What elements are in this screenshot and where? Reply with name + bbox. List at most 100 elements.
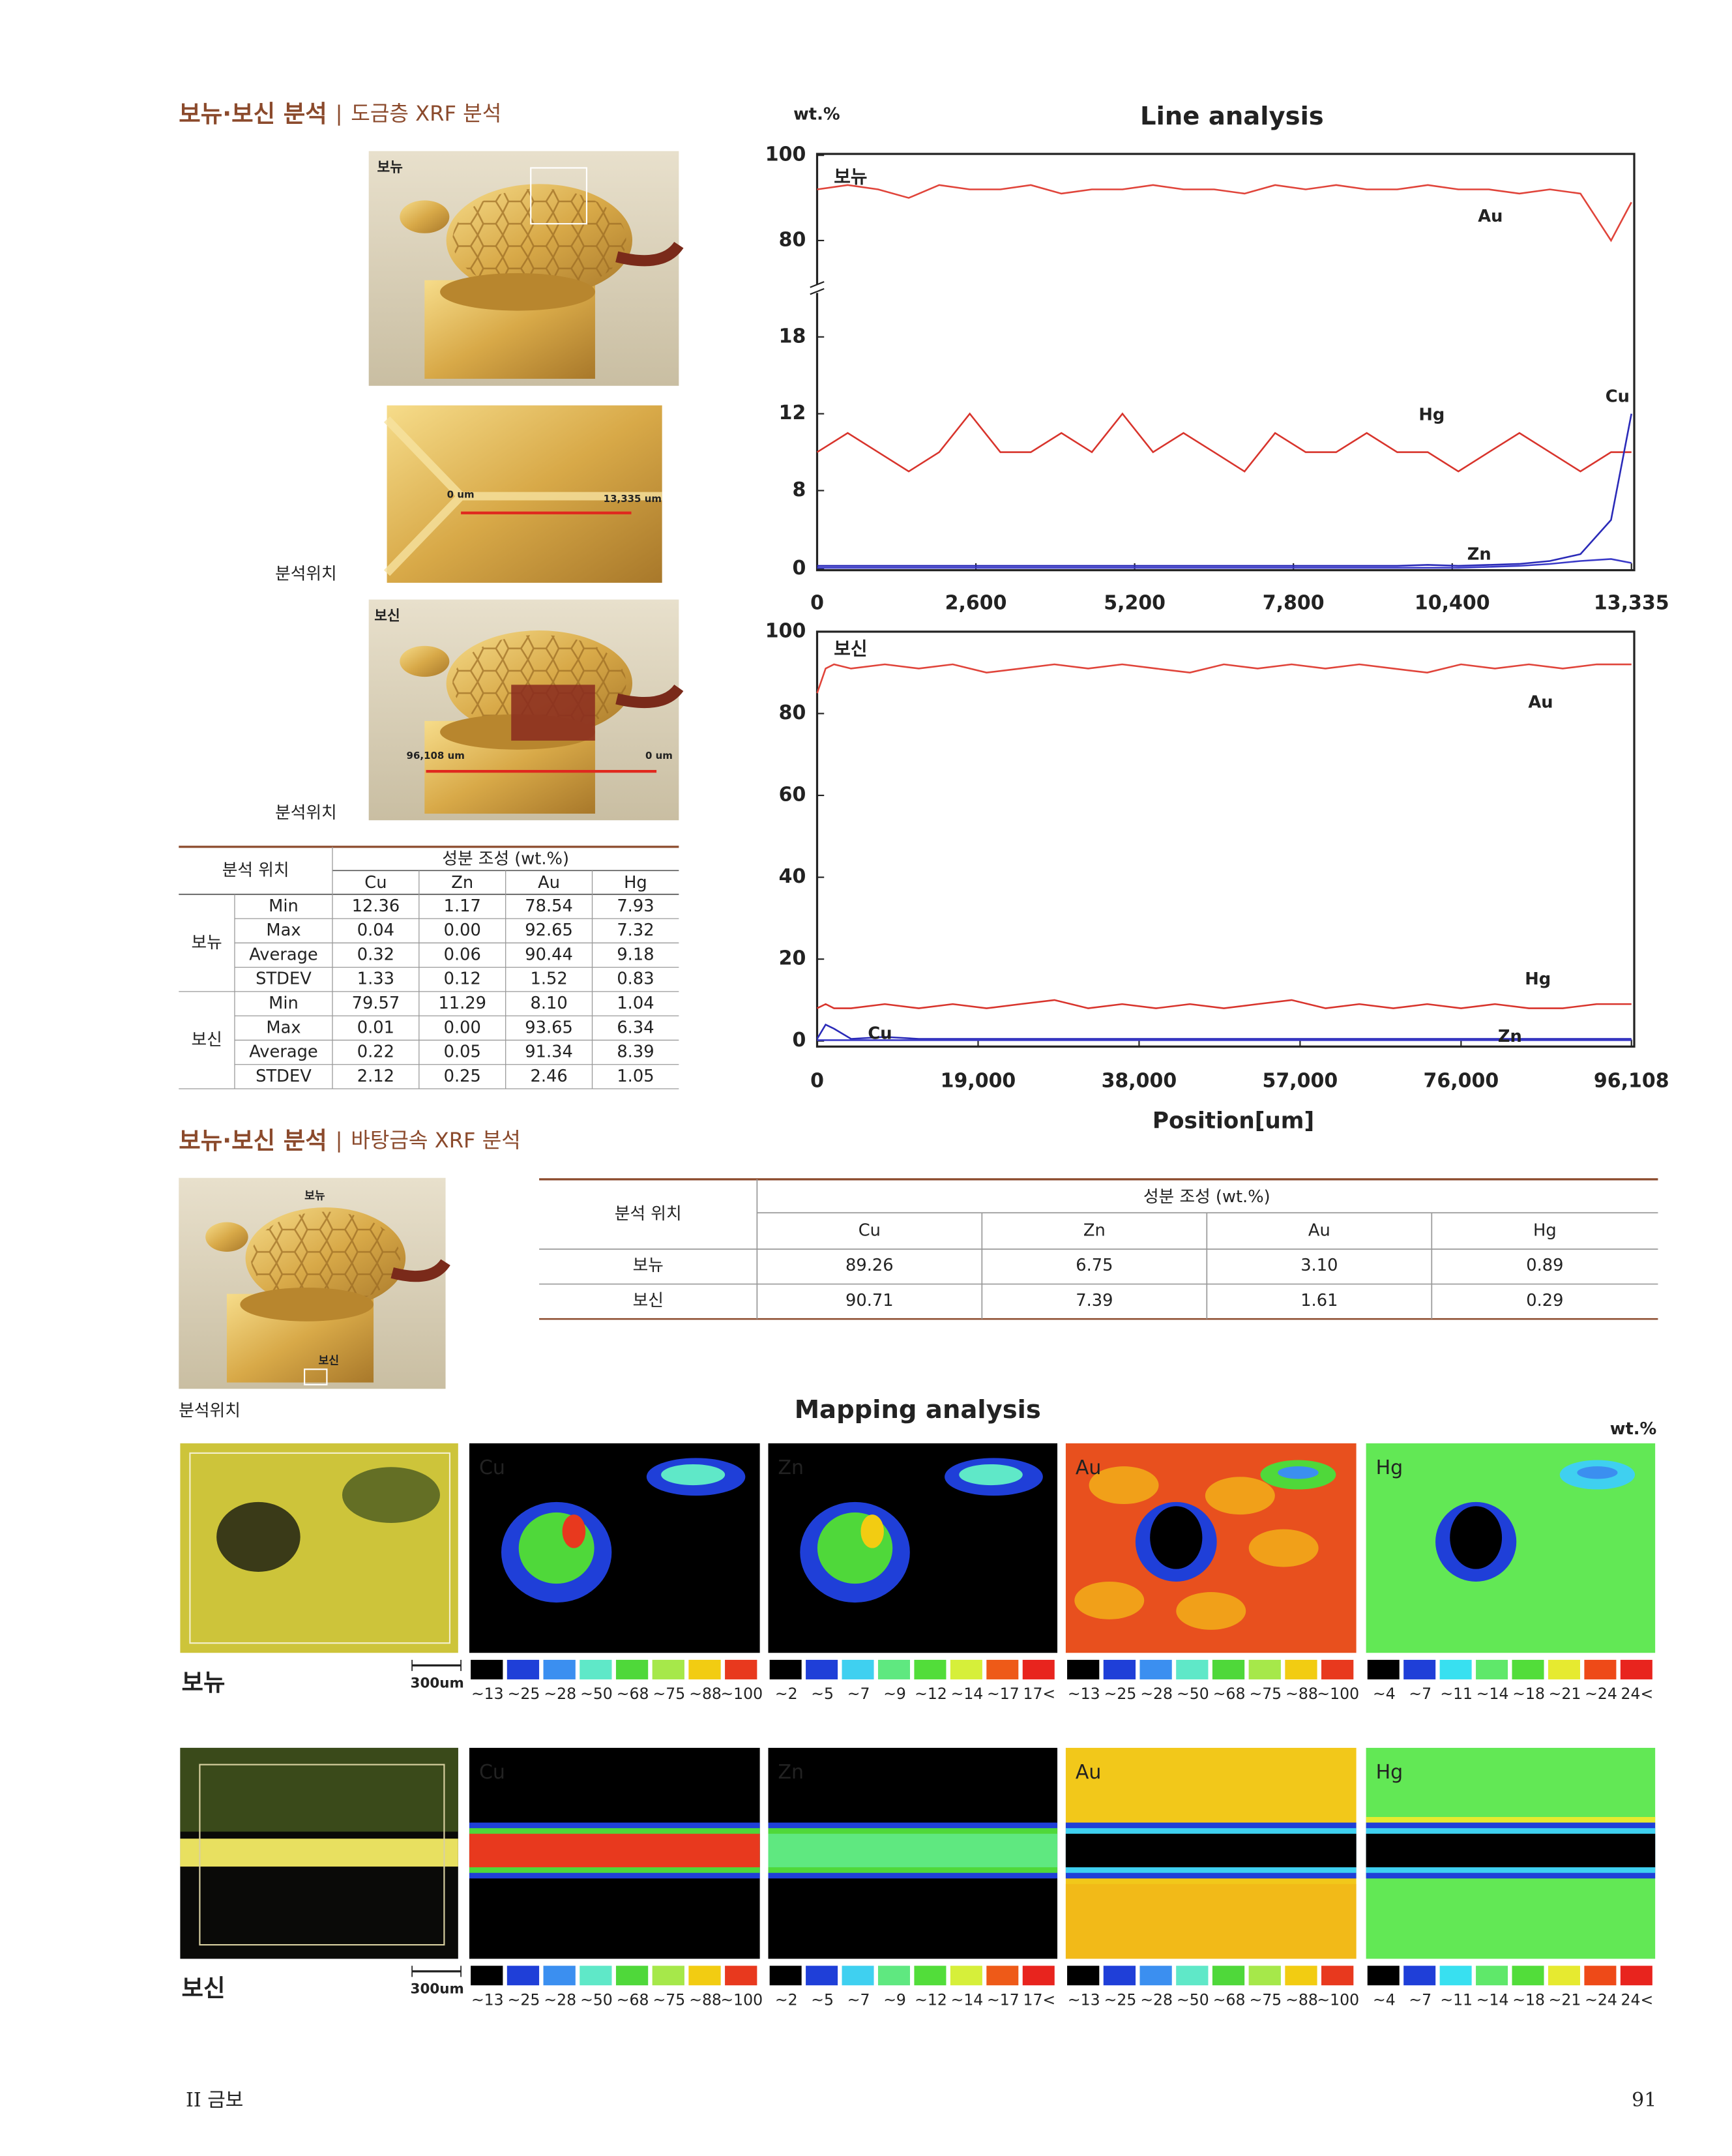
section-subtitle: 바탕금속 XRF 분석 [351, 1128, 521, 1153]
table-header: Cu [364, 873, 387, 893]
legend-swatch [1321, 1966, 1354, 1986]
y-tick-label: 60 [779, 784, 806, 806]
table-cell: 8.10 [530, 994, 567, 1013]
photo-head [400, 200, 450, 233]
legend-swatch [1548, 1966, 1580, 1986]
legend-swatch [1103, 1966, 1136, 1986]
table-cell: 0.00 [444, 921, 481, 940]
legend-label: ~50 [1177, 1685, 1209, 1703]
x-tick-label: 0 [810, 592, 824, 615]
data-line [816, 412, 1632, 473]
y-tick-label: 0 [792, 557, 806, 580]
series-label: Zn [1467, 545, 1491, 565]
legend-swatch [506, 1966, 540, 1986]
legend-swatch [1067, 1659, 1100, 1679]
map-photo-frame [199, 1764, 445, 1946]
mapping-title: Mapping analysis [795, 1395, 1041, 1425]
map-band [1065, 1833, 1357, 1868]
table-cell: 6.75 [1076, 1256, 1113, 1275]
legend-swatch [950, 1659, 982, 1679]
scale-bar-label: 300um [411, 1675, 464, 1691]
plot-frame [815, 630, 1636, 1048]
table-group: 보뉴 [191, 933, 222, 952]
table-cell: 0.22 [357, 1042, 394, 1062]
y-axis-unit: wt.% [793, 105, 840, 125]
legend-label: ~18 [1512, 1685, 1545, 1703]
legend-swatch [1103, 1659, 1136, 1679]
map-region [1450, 1506, 1503, 1569]
legend-swatch [986, 1966, 1019, 1986]
map-band [768, 1833, 1058, 1868]
photo-cord [390, 1259, 450, 1282]
table-header: 분석 위치 [615, 1204, 682, 1224]
legend-swatch [615, 1966, 649, 1986]
table-cell: Min [269, 896, 299, 916]
map-band [469, 1833, 760, 1868]
legend-swatch [506, 1659, 540, 1679]
x-tick-label: 13,335 [1594, 592, 1669, 615]
map-photo-band [180, 1747, 458, 1832]
legend-label: 17< [1023, 1990, 1055, 2009]
legend-swatch [1321, 1659, 1354, 1679]
photo-frame [304, 1368, 328, 1385]
legend-label: ~5 [811, 1685, 834, 1703]
legend-label: ~50 [1177, 1990, 1209, 2009]
table-cell: 7.93 [617, 896, 654, 916]
map-element-label: Zn [778, 1761, 804, 1784]
legend-swatch [914, 1659, 947, 1679]
legend-swatch [471, 1659, 503, 1679]
legend-label: ~100 [720, 1990, 763, 2009]
x-tick-label: 96,108 [1594, 1069, 1669, 1092]
table-cell: Average [249, 945, 318, 964]
legend-swatch [1176, 1966, 1209, 1986]
legend-label: ~75 [653, 1990, 686, 2009]
section-subtitle: 도금층 XRF 분석 [351, 101, 501, 126]
table-cell: 93.65 [525, 1018, 573, 1037]
legend-swatch [1439, 1966, 1472, 1986]
map-element-label: Cu [479, 1456, 505, 1479]
legend-label: ~14 [1476, 1990, 1509, 2009]
legend-swatch [1367, 1966, 1400, 1986]
table-cell: 0.12 [444, 969, 481, 989]
scale-label: 0 um [447, 488, 475, 500]
legend-label: ~68 [617, 1990, 649, 2009]
table-cell: 90.71 [845, 1291, 894, 1310]
y-tick-label: 20 [779, 947, 806, 970]
legend-swatch [806, 1659, 838, 1679]
map-photo-spot [216, 1501, 301, 1572]
legend-label: ~7 [1409, 1990, 1431, 2009]
legend-swatch [1367, 1659, 1400, 1679]
legend-swatch [1212, 1659, 1245, 1679]
legend-label: 24< [1621, 1990, 1654, 2009]
legend-swatch [1403, 1966, 1436, 1986]
y-tick-label: 12 [779, 402, 806, 424]
map-band [1366, 1833, 1656, 1868]
legend-swatch [615, 1659, 649, 1679]
table-header: 성분 조성 (wt.%) [442, 849, 569, 869]
series-label: Zn [1498, 1027, 1522, 1046]
legend-swatch [1620, 1966, 1652, 1986]
photo-frame [530, 167, 588, 225]
table-cell: 7.32 [617, 921, 654, 940]
table-cell: 2.46 [530, 1067, 567, 1086]
table-header: 성분 조성 (wt.%) [1143, 1187, 1270, 1207]
y-tick-label: 100 [765, 619, 806, 642]
photo-shell-pattern [452, 188, 626, 292]
legend-swatch [1176, 1659, 1209, 1679]
table-header: Cu [859, 1221, 881, 1241]
legend-label: ~2 [775, 1685, 798, 1703]
table-cell: 0.89 [1526, 1256, 1563, 1275]
x-tick-label: 57,000 [1263, 1069, 1338, 1092]
legend-swatch [688, 1966, 721, 1986]
separator: | [336, 1128, 343, 1153]
legend-label: ~68 [617, 1685, 649, 1703]
scale-label: 13,335 um [604, 493, 662, 505]
table-group: 보신 [191, 1030, 222, 1050]
y-tick-label: 8 [792, 479, 806, 501]
y-tick-label: 40 [779, 865, 806, 888]
series-label: Cu [1606, 387, 1630, 406]
table-cell: 7.39 [1076, 1291, 1113, 1310]
legend-swatch [950, 1966, 982, 1986]
